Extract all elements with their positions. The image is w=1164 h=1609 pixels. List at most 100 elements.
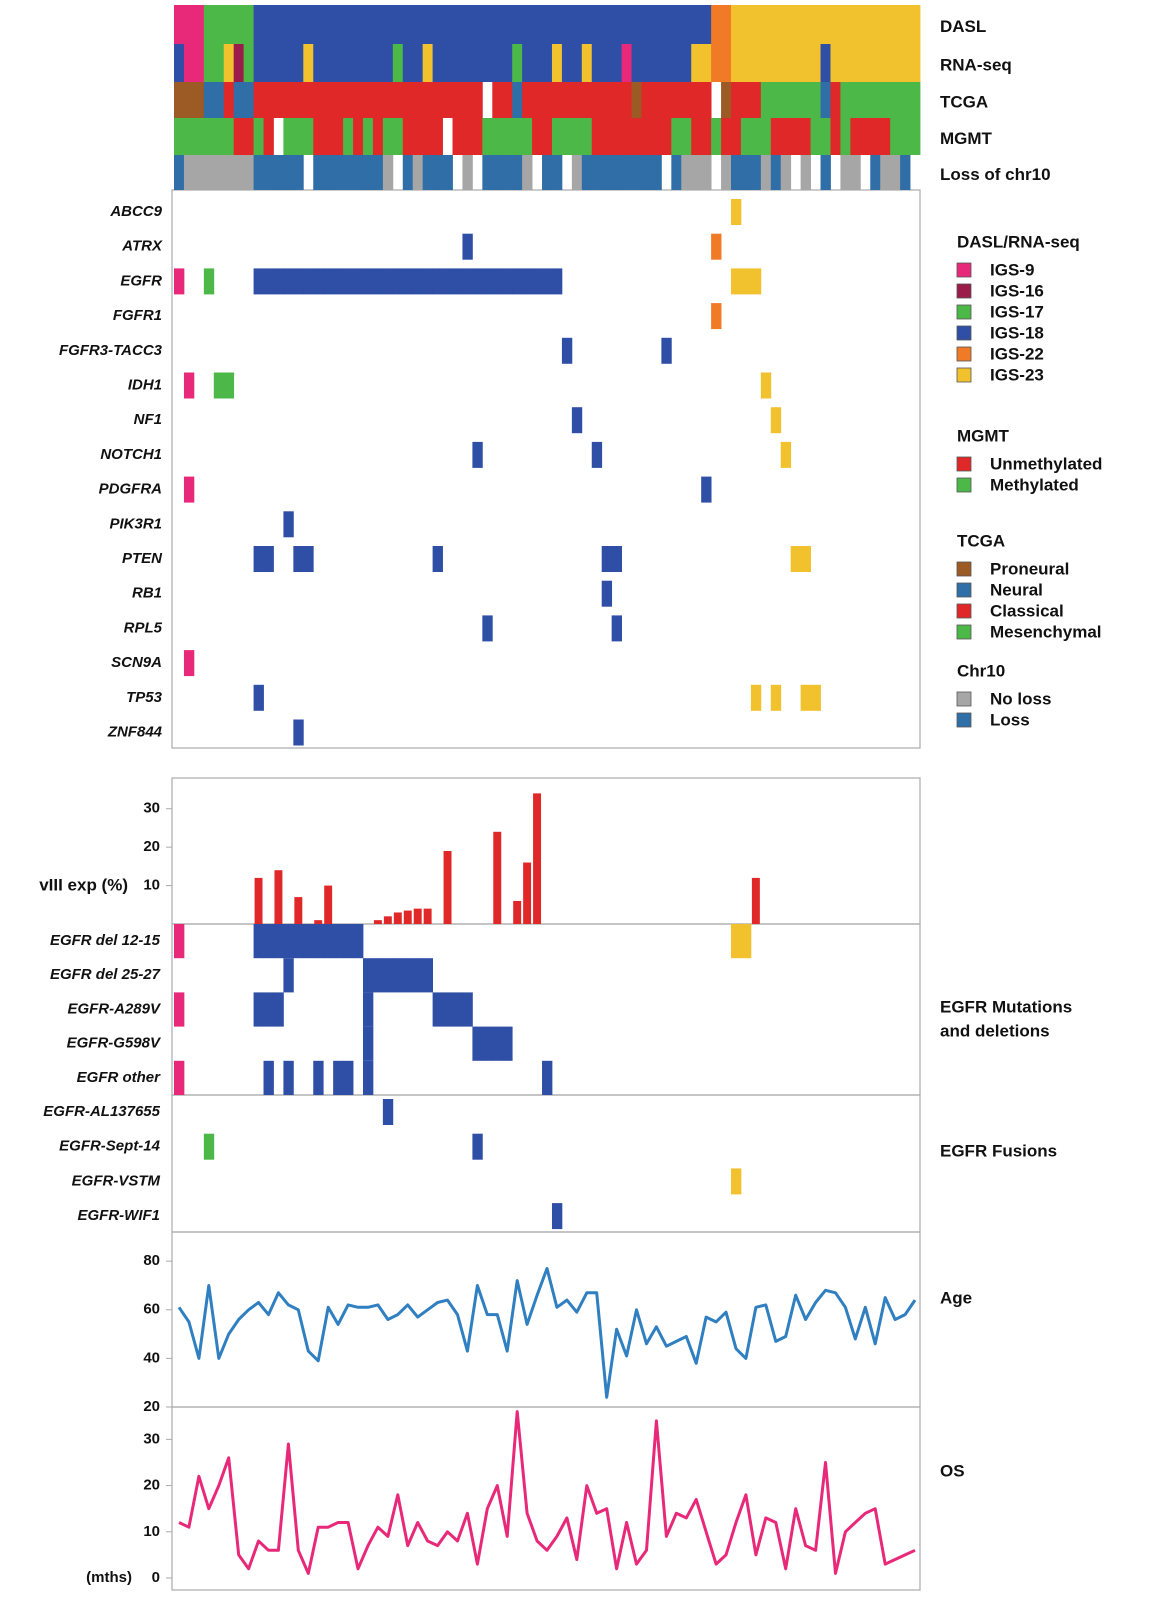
bar	[274, 870, 283, 924]
track-cell	[183, 118, 195, 155]
track-cell	[492, 44, 503, 82]
track-cell	[860, 82, 871, 118]
track-cell	[551, 155, 563, 190]
track-cell	[820, 44, 831, 82]
fusion	[203, 1133, 215, 1160]
track-cell	[402, 5, 414, 44]
track-cell	[174, 5, 185, 44]
mutation	[253, 268, 264, 295]
mutation	[422, 268, 434, 295]
track-cell	[233, 82, 245, 118]
track-cell	[641, 118, 652, 155]
track-cell	[402, 82, 414, 118]
fusion	[472, 1133, 483, 1160]
track-cell	[402, 155, 414, 190]
track-cell	[472, 5, 483, 44]
track-cell	[740, 155, 752, 190]
track-cell	[183, 5, 195, 44]
track-cell	[780, 5, 792, 44]
track-cell	[691, 44, 702, 82]
row-label: EGFR del 12-15	[50, 932, 161, 949]
mutation	[362, 992, 374, 1027]
track-cell	[631, 5, 642, 44]
track-cell	[353, 44, 364, 82]
mutation	[542, 1060, 553, 1095]
track-label: MGMT	[940, 129, 993, 148]
track-cell	[512, 155, 523, 190]
track-cell	[721, 118, 732, 155]
track-cell	[313, 44, 324, 82]
track-cell	[203, 44, 215, 82]
y-tick-label: 10	[143, 877, 160, 894]
legend-swatch	[956, 304, 972, 320]
track-cell	[343, 82, 354, 118]
track-cell	[273, 155, 284, 190]
track-cell	[193, 155, 205, 190]
track-cell	[691, 155, 702, 190]
track-cell	[790, 44, 802, 82]
track-cell	[581, 82, 593, 118]
mutation	[382, 958, 394, 993]
line	[178, 1410, 916, 1575]
track-cell	[621, 82, 632, 118]
track-cell	[800, 5, 811, 44]
track-label: DASL	[940, 17, 986, 36]
mutation	[333, 268, 344, 295]
mutation	[611, 546, 622, 572]
track-cell	[253, 118, 264, 155]
track-cell	[900, 118, 911, 155]
track-cell	[193, 118, 205, 155]
mutation	[333, 1060, 344, 1095]
track-cell	[571, 155, 583, 190]
track-cell	[850, 5, 861, 44]
track-cell	[382, 118, 394, 155]
track-cell	[303, 82, 314, 118]
mutation	[532, 268, 543, 295]
mutation	[731, 199, 742, 225]
track-cell	[790, 118, 802, 155]
track-cell	[412, 5, 424, 44]
bar	[751, 877, 760, 924]
track-cell	[870, 44, 881, 82]
track-cell	[532, 44, 543, 82]
mutation	[253, 992, 264, 1027]
track-cell	[492, 118, 503, 155]
track-cell	[472, 44, 483, 82]
gene-label: PDGFRA	[99, 481, 162, 498]
track-cell	[611, 118, 622, 155]
track-cell	[880, 82, 891, 118]
track-cell	[770, 5, 782, 44]
mutation	[174, 992, 185, 1027]
track-cell	[731, 155, 742, 190]
track-cell	[750, 82, 762, 118]
mutation	[611, 615, 622, 642]
track-cell	[740, 118, 752, 155]
track-cell	[353, 82, 364, 118]
track-cell	[760, 82, 772, 118]
bar	[533, 793, 542, 924]
track-cell	[293, 118, 304, 155]
mutation	[263, 1060, 274, 1095]
bar	[383, 916, 392, 924]
track-cell	[213, 155, 225, 190]
track-cell	[542, 118, 553, 155]
track-cell	[442, 44, 453, 82]
track-cell	[661, 5, 672, 44]
track-cell	[263, 82, 274, 118]
mutation	[591, 441, 603, 468]
mutation	[303, 546, 314, 572]
y-tick-label: 60	[143, 1301, 160, 1318]
track-cell	[233, 118, 245, 155]
mutation	[770, 684, 782, 711]
os-panel	[171, 1406, 921, 1591]
mutation	[601, 546, 613, 572]
track-cell	[362, 44, 374, 82]
mutation	[750, 268, 762, 295]
track-cell	[750, 44, 762, 82]
mutation	[512, 268, 523, 295]
mutation	[253, 684, 264, 711]
track-cell	[392, 44, 404, 82]
track-cell	[910, 82, 921, 118]
mutation	[263, 268, 274, 295]
track-cell	[860, 118, 871, 155]
